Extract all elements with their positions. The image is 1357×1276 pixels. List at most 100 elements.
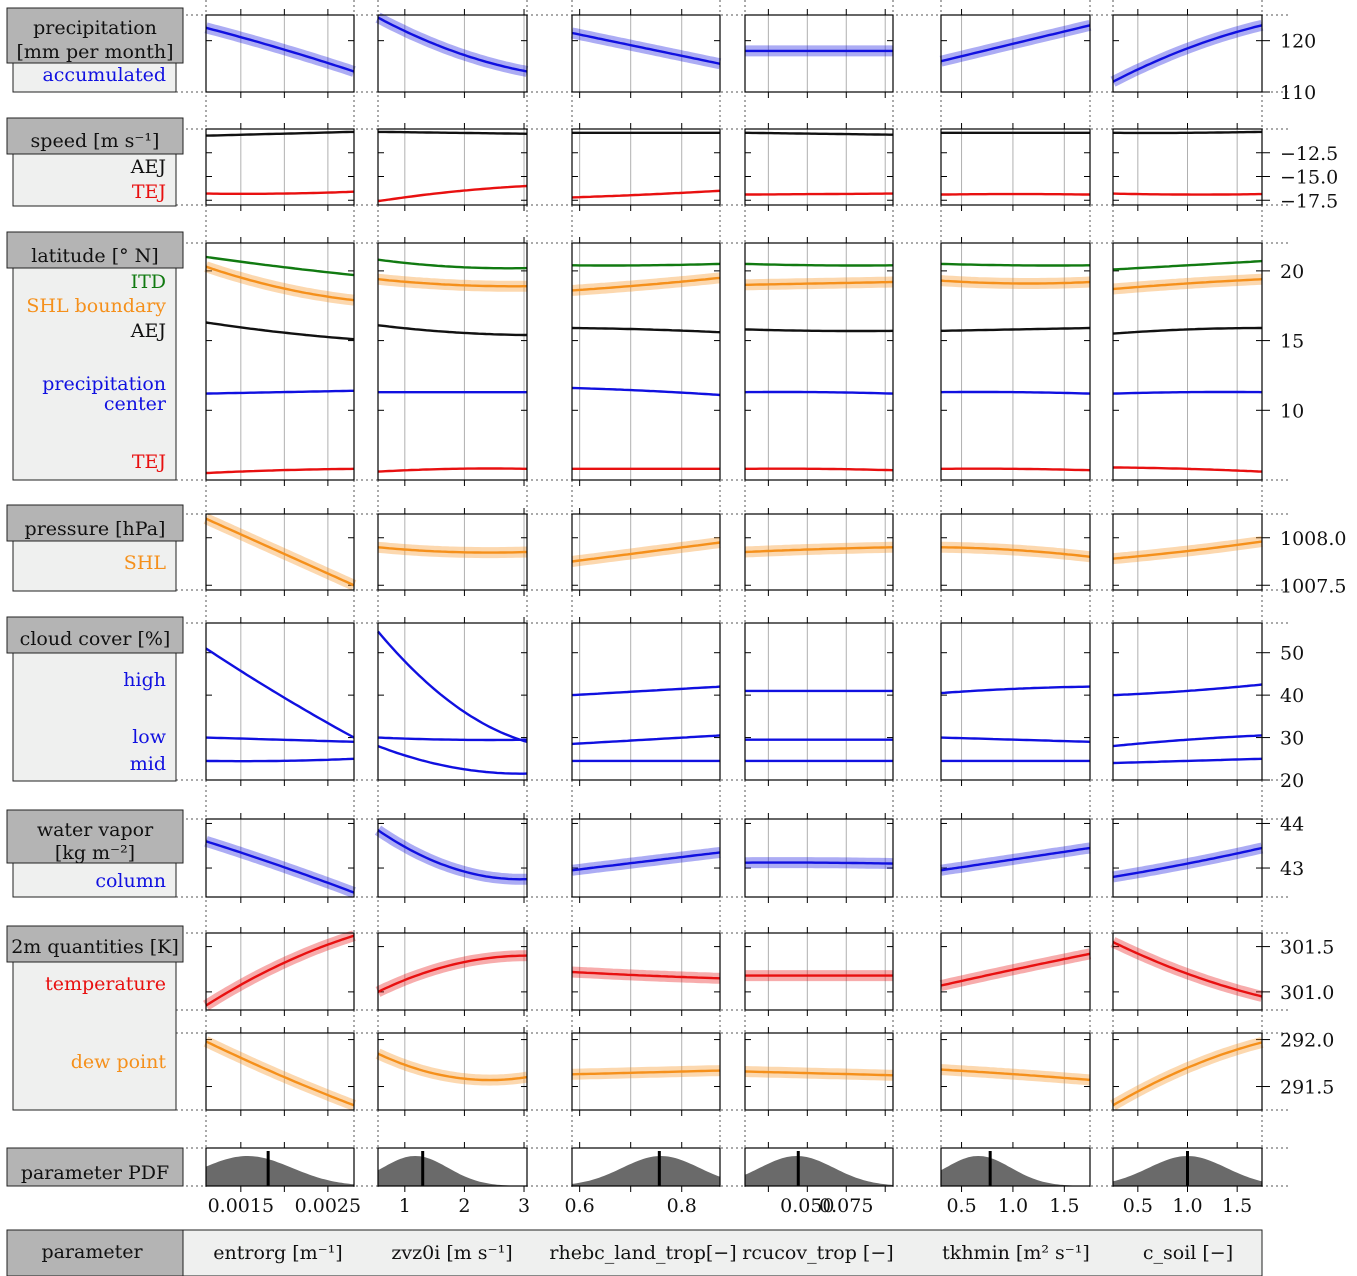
panel-frame (571, 242, 721, 481)
series-line (377, 546, 528, 554)
row-dew-point: 292.0 291.5 (203, 1027, 1334, 1116)
panel (377, 237, 528, 486)
panel-frame (1112, 932, 1263, 1011)
row-label-panel (12, 149, 177, 207)
panel (204, 813, 356, 903)
row-latitude: 10 15 20 (204, 237, 1304, 486)
row-label-panel (12, 537, 177, 592)
series-line (205, 517, 355, 587)
row-label-header (6, 117, 184, 155)
panel (377, 617, 528, 786)
series-line (1112, 846, 1263, 879)
series-line (205, 389, 354, 395)
row-label-wv: water vapor[kg m⁻²] column (6, 809, 184, 898)
row-label-pres: pressure [hPa] SHL (6, 504, 184, 592)
row-2m-temperature: 301.0 301.5 (203, 927, 1334, 1016)
panel-frame (571, 1147, 721, 1187)
series-line (571, 734, 721, 746)
series-line (205, 265, 355, 302)
panel (374, 813, 528, 903)
row-speed: −12.5−15.0−17.5 (205, 123, 1338, 212)
panel (1112, 123, 1263, 211)
series-line (571, 685, 721, 697)
row-sublabel: TEJ (132, 451, 166, 473)
panel-frame (377, 128, 528, 206)
panel-frame (205, 818, 355, 898)
series-line (206, 190, 355, 195)
series-line (205, 647, 355, 739)
tick-label-x: 1.5 (1222, 1195, 1252, 1217)
series-line (1113, 466, 1263, 473)
series-uncertainty-band (374, 825, 527, 885)
panel-frame (205, 622, 355, 781)
series-line (205, 467, 355, 475)
parameter-name: entrorg [m⁻¹] (213, 1242, 342, 1264)
series-line (940, 262, 1090, 267)
panel (940, 508, 1091, 596)
panel (571, 813, 721, 903)
row-title: [kg m⁻²] (55, 842, 135, 864)
row-sublabel: accumulated (42, 64, 166, 86)
pdf-area (378, 1156, 527, 1186)
panel (203, 508, 357, 596)
panel (375, 927, 528, 1016)
panel (205, 1142, 355, 1192)
series-line (377, 630, 528, 743)
tick-label-y: −15.0 (1280, 167, 1338, 189)
panel (571, 508, 721, 596)
series-line (571, 851, 721, 872)
row-sublabel: precipitation (42, 373, 166, 395)
row-water-vapor: 43 44 (204, 813, 1304, 903)
row-label-precip: precipitation[mm per month]accumulated (6, 7, 184, 93)
row-label-panel (12, 57, 177, 93)
row-sublabel: column (95, 870, 166, 892)
panel-frame (940, 14, 1091, 93)
row-title: water vapor (37, 819, 154, 841)
panel (744, 237, 894, 486)
panel-frame (571, 14, 721, 93)
series-line (571, 970, 721, 980)
panel-frame (1112, 1147, 1263, 1187)
tick-label-x: 1.5 (1049, 1195, 1079, 1217)
series-line (377, 467, 527, 473)
panel (205, 617, 355, 786)
series-line (377, 324, 527, 337)
row-sublabel: ITD (131, 271, 166, 293)
panel-frame (744, 14, 894, 93)
series-line (940, 390, 1091, 395)
row-sublabel: mid (130, 753, 166, 775)
row-label-panel (12, 264, 177, 481)
panel (571, 617, 721, 786)
tick-label-x: 2 (458, 1195, 470, 1217)
series-line (378, 130, 528, 135)
parameter-panel (182, 1229, 1263, 1276)
tick-label-y: 10 (1280, 400, 1304, 422)
series-line (1112, 259, 1263, 271)
panel-frame (940, 1147, 1091, 1187)
panel (1112, 617, 1263, 786)
row-sublabel: temperature (45, 973, 166, 995)
panel (940, 237, 1091, 486)
panel (744, 1142, 894, 1192)
panel (204, 9, 356, 98)
series-line (205, 255, 355, 277)
panel (744, 1027, 894, 1116)
panel-frame (940, 128, 1091, 206)
panel-frame (205, 242, 355, 481)
panel (1112, 237, 1263, 486)
panel (1112, 813, 1264, 903)
series-line (377, 278, 527, 288)
series-uncertainty-band (375, 12, 529, 77)
series-line (205, 26, 355, 73)
tick-label-x: 0.5 (946, 1195, 976, 1217)
panel (377, 508, 528, 596)
series-line (744, 262, 893, 267)
pdf-area (206, 1156, 354, 1186)
plot-panels: 110 120 −12.5−15.0−17.5 10 15 20 1008.0 1007.5 2… (203, 9, 1346, 1192)
row-sublabel: AEJ (130, 320, 166, 342)
row-title: cloud cover [%] (20, 628, 171, 650)
tick-label-y: 43 (1280, 858, 1304, 880)
tick-label-y: 44 (1280, 813, 1304, 835)
tick-label-y: 30 (1280, 728, 1304, 750)
